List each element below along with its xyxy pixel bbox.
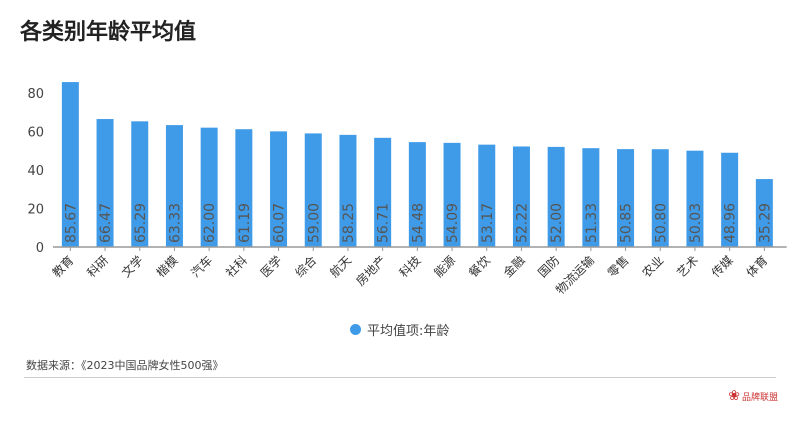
data-label: 53.17	[480, 203, 496, 243]
data-label: 58.25	[341, 203, 357, 243]
bar	[270, 131, 288, 247]
bar	[165, 125, 183, 247]
data-label: 52.00	[549, 203, 565, 243]
data-label: 35.29	[757, 203, 773, 243]
x-tick-label: 金融	[500, 253, 528, 281]
bar	[374, 137, 392, 247]
data-label: 54.48	[410, 203, 426, 243]
data-label: 63.33	[167, 203, 183, 243]
bar	[547, 146, 565, 247]
legend-swatch	[350, 324, 361, 335]
legend-label: 平均值项:年龄	[367, 324, 450, 339]
bar	[478, 144, 496, 247]
y-tick-label: 80	[27, 87, 44, 102]
data-label: 50.80	[653, 203, 669, 243]
data-label: 65.29	[133, 203, 149, 243]
bar	[651, 149, 669, 247]
x-tick-label: 物流运输	[552, 253, 597, 298]
data-label: 62.00	[202, 203, 218, 243]
data-label: 85.67	[63, 203, 79, 243]
data-label: 51.33	[584, 203, 600, 243]
data-label: 54.09	[445, 203, 461, 243]
x-tick-label: 艺术	[674, 253, 701, 280]
y-tick-label: 0	[36, 241, 44, 256]
bar	[617, 149, 635, 247]
x-tick-label: 国防	[535, 253, 563, 281]
x-tick-label: 综合	[292, 253, 320, 281]
y-tick-label: 60	[27, 126, 44, 141]
data-label: 56.71	[376, 203, 392, 243]
x-tick-label: 房地产	[353, 253, 389, 289]
bar	[721, 152, 739, 247]
legend: 平均值项:年龄	[350, 320, 449, 339]
data-label: 48.96	[723, 203, 739, 243]
x-tick-label: 教育	[49, 253, 77, 281]
x-tick-label: 文学	[118, 253, 146, 281]
x-tick-label: 零售	[604, 253, 632, 281]
data-label: 59.00	[306, 203, 322, 243]
x-tick-label: 餐饮	[465, 253, 493, 281]
x-tick-label: 科研	[84, 253, 111, 280]
bar	[755, 179, 773, 247]
data-label: 66.47	[98, 203, 114, 243]
y-tick-label: 40	[27, 164, 44, 179]
x-tick-label: 体育	[743, 253, 771, 281]
bar	[131, 121, 149, 247]
y-tick-label: 20	[27, 203, 44, 218]
bar	[512, 146, 530, 247]
data-label: 61.19	[237, 203, 253, 243]
x-tick-label: 汽车	[188, 253, 216, 281]
bar-chart: 0 20 40 60 80 85.67 教育 66.47 科研 65.29 文学 63.33 楷模 62.…	[27, 82, 787, 298]
x-tick-label: 科技	[397, 253, 424, 280]
x-tick-label: 能源	[431, 253, 458, 280]
data-source: 数据来源：《2023中国品牌女性500强》	[26, 359, 224, 372]
chart-title: 各类别年龄平均值	[20, 20, 197, 45]
data-label: 50.03	[688, 203, 704, 243]
brand-logo: ❀ 品牌联盟	[728, 388, 778, 404]
x-tick-label: 农业	[639, 253, 666, 280]
bar	[443, 142, 461, 247]
bar	[235, 129, 253, 247]
x-tick-label: 楷模	[153, 253, 181, 281]
bar	[96, 119, 114, 247]
bar	[408, 142, 426, 247]
bar	[200, 127, 218, 247]
bar	[61, 82, 79, 247]
x-tick-label: 航天	[326, 253, 354, 281]
bar	[339, 134, 357, 247]
data-label: 52.22	[514, 203, 530, 243]
divider	[24, 377, 776, 378]
x-tick-label: 传媒	[708, 253, 736, 281]
x-tick-label: 医学	[257, 253, 285, 281]
x-tick-label: 社科	[222, 253, 250, 281]
bar	[686, 150, 704, 247]
bar	[582, 148, 600, 247]
data-label: 60.07	[272, 203, 288, 243]
bar	[304, 133, 322, 247]
data-label: 50.85	[619, 203, 635, 243]
